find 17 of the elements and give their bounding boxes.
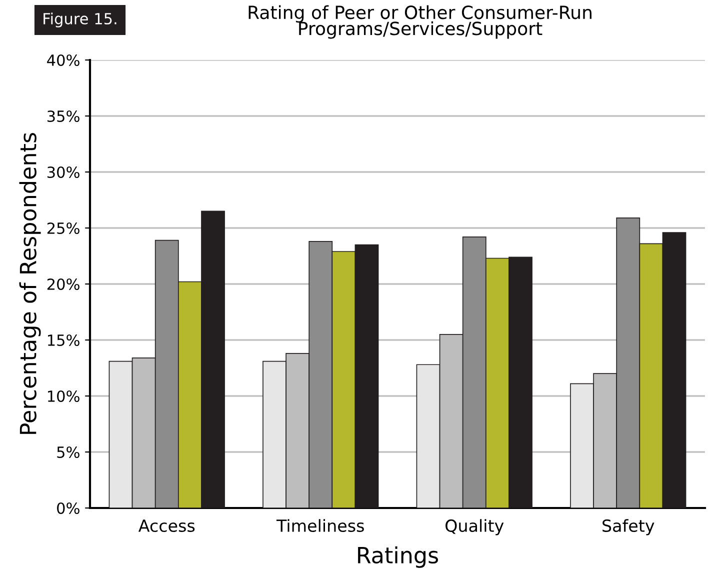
y-tick-label: 10% (48, 390, 80, 402)
x-tick-label: Access (138, 520, 195, 532)
x-tick-label: Quality (446, 519, 504, 536)
caption: Figure 15. (44, 12, 116, 28)
y-axis-title: Percentage of Respondents (19, 133, 41, 434)
y-tick-label: 20% (47, 278, 80, 290)
y-tick-label: 5% (57, 446, 80, 458)
y-tick-label: 40% (47, 54, 80, 66)
x-tick-label: Safety (602, 519, 654, 536)
y-tick-label: 0% (57, 502, 80, 514)
y-tick-label: 30% (47, 166, 80, 178)
y-tick-label: 35% (47, 110, 80, 122)
x-axis-title: Ratings (358, 546, 438, 568)
y-tick-label: 15% (48, 334, 80, 346)
x-tick-label: Timeliness (276, 519, 364, 532)
y-tick-label: 25% (47, 222, 80, 234)
chart-title: Rating of Peer or Other Consumer-Run Programs/Services/Support (248, 5, 592, 39)
